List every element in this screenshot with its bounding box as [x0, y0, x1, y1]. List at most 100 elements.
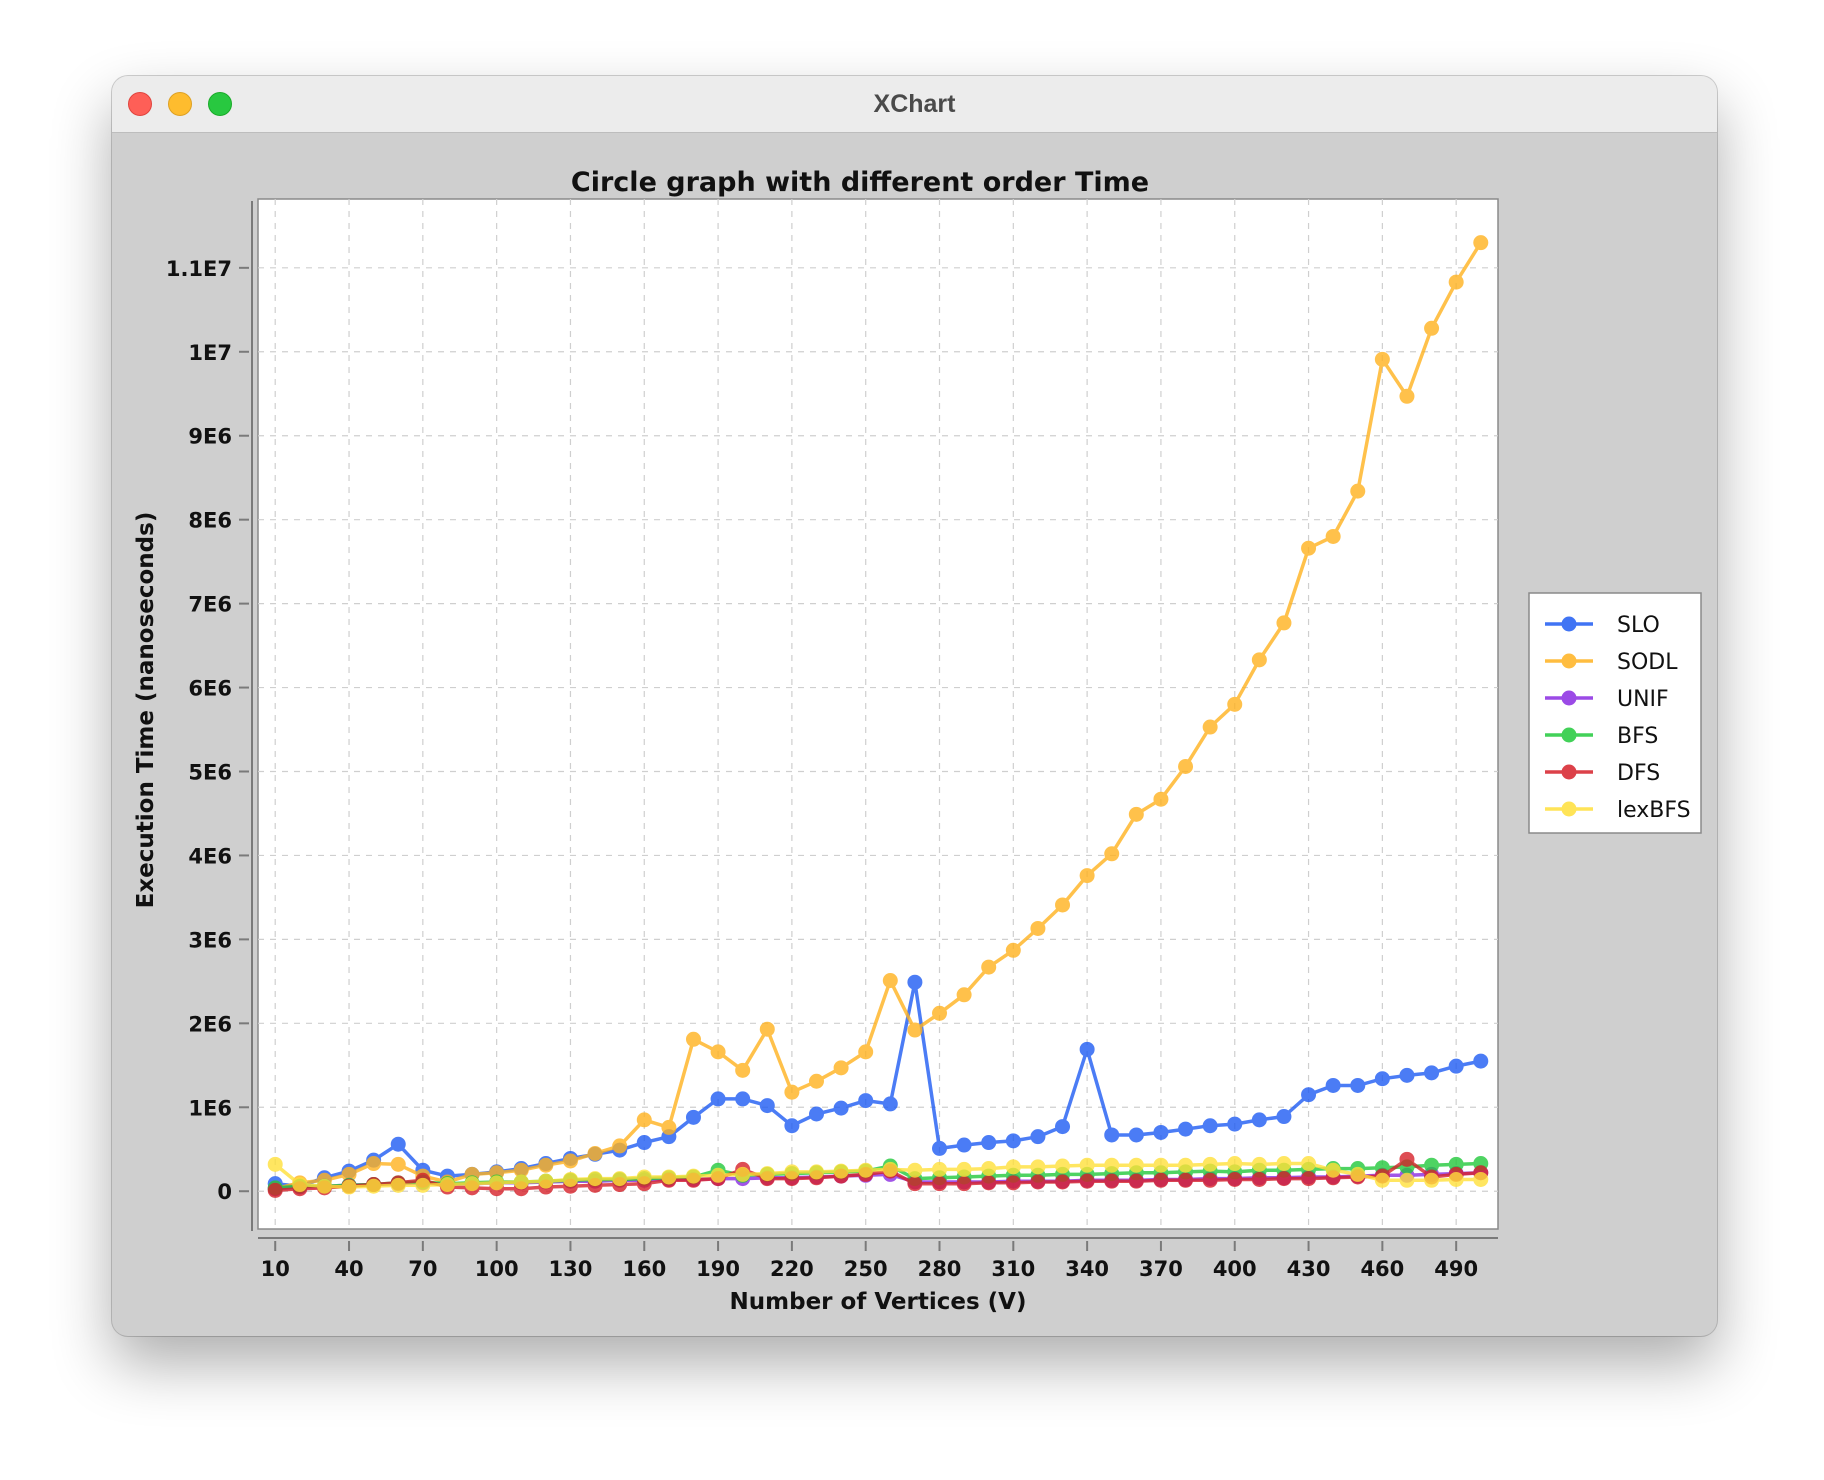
point-dfs [267, 1182, 283, 1198]
x-tick-label: 250 [844, 1257, 888, 1281]
legend-label: SLO [1617, 613, 1660, 638]
point-lexbfs [1301, 1156, 1317, 1172]
y-tick-label: 1E6 [188, 1096, 232, 1120]
point-sodl [587, 1145, 603, 1161]
point-slo [981, 1135, 997, 1151]
close-window-button[interactable] [128, 92, 152, 116]
point-slo [1276, 1109, 1292, 1125]
point-lexbfs [833, 1163, 849, 1179]
point-slo [1128, 1127, 1144, 1143]
legend-swatch-marker [1561, 616, 1577, 632]
legend-label: BFS [1617, 724, 1658, 749]
point-lexbfs [415, 1177, 431, 1193]
chart-title: Circle graph with different order Time [571, 167, 1149, 198]
point-lexbfs [710, 1167, 726, 1183]
point-dfs [981, 1175, 997, 1191]
legend-label: DFS [1617, 761, 1660, 786]
point-lexbfs [612, 1171, 628, 1187]
legend-item-dfs [1545, 764, 1593, 780]
x-tick-label: 430 [1287, 1257, 1331, 1281]
x-tick-label: 220 [770, 1257, 814, 1281]
point-lexbfs [1153, 1157, 1169, 1173]
point-lexbfs [1202, 1156, 1218, 1172]
point-slo [685, 1109, 701, 1125]
point-slo [710, 1091, 726, 1107]
point-lexbfs [316, 1178, 332, 1194]
gridlines [258, 199, 1498, 1229]
point-slo [833, 1100, 849, 1116]
x-tick-label: 70 [408, 1257, 437, 1281]
point-dfs [1104, 1173, 1120, 1189]
point-slo [1030, 1129, 1046, 1145]
y-tick-label: 7E6 [188, 593, 232, 617]
point-lexbfs [1325, 1162, 1341, 1178]
point-lexbfs [1424, 1172, 1440, 1188]
point-bfs [1424, 1157, 1440, 1173]
point-lexbfs [1350, 1166, 1366, 1182]
point-sodl [956, 987, 972, 1003]
point-sodl [1301, 540, 1317, 556]
point-sodl [1448, 274, 1464, 290]
point-sodl [612, 1138, 628, 1154]
point-sodl [1374, 351, 1390, 367]
point-lexbfs [981, 1161, 997, 1177]
point-lexbfs [489, 1175, 505, 1191]
point-sodl [882, 973, 898, 989]
point-sodl [1473, 235, 1489, 251]
point-lexbfs [882, 1161, 898, 1177]
point-slo [636, 1135, 652, 1151]
point-dfs [1399, 1151, 1415, 1167]
point-slo [858, 1093, 874, 1109]
point-lexbfs [366, 1178, 382, 1194]
point-slo [932, 1140, 948, 1156]
point-slo [1424, 1065, 1440, 1081]
point-lexbfs [1079, 1157, 1095, 1173]
point-dfs [932, 1176, 948, 1192]
point-slo [1153, 1124, 1169, 1140]
point-slo [759, 1098, 775, 1114]
point-lexbfs [1005, 1159, 1021, 1175]
x-tick-label: 280 [918, 1257, 962, 1281]
point-sodl [538, 1157, 554, 1173]
point-dfs [907, 1176, 923, 1192]
point-lexbfs [1178, 1157, 1194, 1173]
point-slo [1202, 1118, 1218, 1134]
x-tick-label: 190 [696, 1257, 740, 1281]
y-tick-label: 1.1E7 [166, 257, 232, 281]
y-tick-label: 0 [217, 1180, 232, 1204]
chart: Circle graph with different order Time 0… [133, 167, 1702, 1315]
point-slo [882, 1096, 898, 1112]
point-sodl [1153, 791, 1169, 807]
legend-item-slo [1545, 616, 1593, 632]
point-lexbfs [636, 1169, 652, 1185]
point-lexbfs [685, 1168, 701, 1184]
point-sodl [1202, 719, 1218, 735]
x-tick-label: 340 [1065, 1257, 1109, 1281]
window-title: XChart [873, 90, 956, 118]
point-lexbfs [292, 1177, 308, 1193]
point-sodl [1399, 388, 1415, 404]
y-axis-label: Execution Time (nanoseconds) [133, 512, 159, 909]
y-tick-label: 6E6 [188, 677, 232, 701]
point-dfs [1128, 1173, 1144, 1189]
legend-label: UNIF [1617, 687, 1669, 712]
point-lexbfs [267, 1156, 283, 1172]
minimize-window-button[interactable] [168, 92, 192, 116]
point-lexbfs [932, 1161, 948, 1177]
point-sodl [735, 1062, 751, 1078]
legend-swatch-marker [1561, 653, 1577, 669]
point-lexbfs [390, 1177, 406, 1193]
point-dfs [1202, 1172, 1218, 1188]
y-tick-label: 8E6 [188, 509, 232, 533]
point-slo [1350, 1077, 1366, 1093]
point-slo [390, 1136, 406, 1152]
point-sodl [1325, 528, 1341, 544]
point-lexbfs [907, 1162, 923, 1178]
point-slo [1301, 1087, 1317, 1103]
point-sodl [981, 959, 997, 975]
maximize-window-button[interactable] [208, 92, 232, 116]
y-tick-label: 4E6 [188, 844, 232, 868]
point-sodl [1178, 758, 1194, 774]
point-lexbfs [1473, 1171, 1489, 1187]
point-slo [784, 1118, 800, 1134]
